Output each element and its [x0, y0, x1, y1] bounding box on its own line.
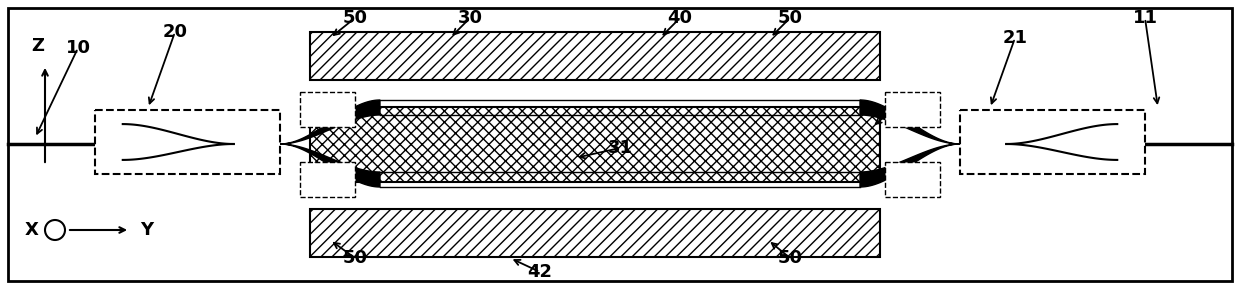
Text: Z: Z [31, 37, 45, 55]
Circle shape [45, 220, 64, 240]
Text: 42: 42 [527, 263, 553, 281]
Text: 50: 50 [777, 9, 802, 27]
Text: Y: Y [140, 221, 153, 239]
Text: 40: 40 [667, 9, 692, 27]
Text: 31: 31 [608, 139, 632, 157]
Bar [300, 92, 355, 127]
Bar [960, 110, 1145, 174]
Text: 41: 41 [883, 99, 908, 117]
Polygon shape [280, 100, 379, 144]
Text: 10: 10 [66, 39, 91, 57]
Bar [310, 32, 880, 80]
Text: 50: 50 [342, 9, 367, 27]
Text: 50: 50 [777, 249, 802, 267]
Polygon shape [280, 144, 379, 187]
Text: 11: 11 [1132, 9, 1157, 27]
Text: 21: 21 [1002, 29, 1028, 47]
Text: 20: 20 [162, 23, 187, 41]
Text: 50: 50 [342, 249, 367, 267]
Polygon shape [861, 144, 960, 187]
Polygon shape [861, 100, 960, 144]
Bar [310, 107, 880, 182]
Bar [95, 110, 280, 174]
Text: X: X [25, 221, 38, 239]
Text: 30: 30 [458, 9, 482, 27]
Bar [885, 92, 940, 127]
Bar [885, 162, 940, 197]
Bar [310, 209, 880, 257]
Bar [300, 162, 355, 197]
